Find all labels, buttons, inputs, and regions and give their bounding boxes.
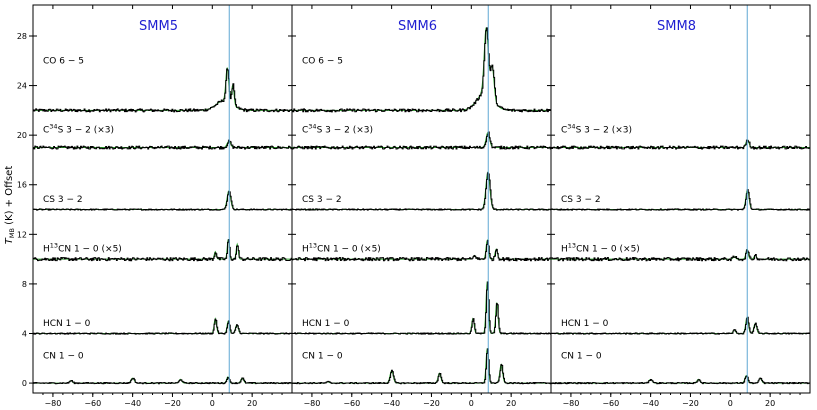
y-axis-label: TMB (K) + Offset xyxy=(4,166,16,245)
panel-title-1: SMM6 xyxy=(398,19,437,34)
x-tick-label-1-1: −60 xyxy=(343,399,360,408)
x-tick-label-2-0: −80 xyxy=(562,399,579,408)
label-co-1: CO 6 − 5 xyxy=(302,56,343,66)
label-pre: C xyxy=(302,126,308,136)
label-c34s-0: C34S 3 − 2 (×3) xyxy=(43,123,114,136)
label-c34s-2: C34S 3 − 2 (×3) xyxy=(561,123,632,136)
label-hcn-0: HCN 1 − 0 xyxy=(43,319,91,329)
label-sup: 13 xyxy=(309,242,317,250)
label-c34s-1: C34S 3 − 2 (×3) xyxy=(302,123,373,136)
spectrum-c34s-1 xyxy=(292,131,552,150)
y-tick-label-5: 20 xyxy=(17,131,27,140)
label-main: S 3 − 2 (×3) xyxy=(317,126,373,136)
label-co-0: CO 6 − 5 xyxy=(43,56,84,66)
x-tick-label-1-4: 0 xyxy=(469,399,474,408)
spectrum-cs-1 xyxy=(292,172,552,211)
spectrum-cn-2 xyxy=(551,375,811,385)
spectrum-cn-1 xyxy=(292,348,552,385)
x-tick-label-0-2: −40 xyxy=(124,399,141,408)
label-cs-0: CS 3 − 2 xyxy=(43,195,83,205)
x-tick-label-0-1: −60 xyxy=(84,399,101,408)
x-tick-label-0-0: −80 xyxy=(44,399,61,408)
y-tick-label-4: 16 xyxy=(17,181,27,190)
label-cs-1: CS 3 − 2 xyxy=(302,195,342,205)
label-h13cn-0: H13CN 1 − 0 (×5) xyxy=(43,242,122,255)
panel-title-2: SMM8 xyxy=(657,19,696,34)
y-tick-label-0: 0 xyxy=(22,379,27,388)
label-pre: H xyxy=(302,245,309,255)
x-tick-label-1-2: −40 xyxy=(383,399,400,408)
panel-title-0: SMM5 xyxy=(139,19,178,34)
label-cs-2: CS 3 − 2 xyxy=(561,195,601,205)
label-pre: C xyxy=(561,126,567,136)
label-sup: 34 xyxy=(49,123,57,131)
label-main: CN 1 − 0 (×5) xyxy=(317,245,381,255)
label-main: CN 1 − 0 (×5) xyxy=(576,245,640,255)
spectrum-cn-0 xyxy=(33,377,293,385)
y-axis-label-rest: (K) + Offset xyxy=(4,166,15,228)
y-tick-label-6: 24 xyxy=(17,82,27,91)
label-main: S 3 − 2 (×3) xyxy=(576,126,632,136)
label-pre: H xyxy=(561,245,568,255)
spectrum-hcn-1 xyxy=(292,281,552,335)
y-tick-label-3: 12 xyxy=(17,230,27,239)
label-hcn-1: HCN 1 − 0 xyxy=(302,319,350,329)
label-pre: H xyxy=(43,245,50,255)
label-pre: C xyxy=(43,126,49,136)
label-main: S 3 − 2 (×3) xyxy=(58,126,114,136)
spectrum-cs-2 xyxy=(551,189,811,211)
x-tick-label-2-2: −40 xyxy=(642,399,659,408)
x-tick-label-2-3: −20 xyxy=(682,399,699,408)
x-tick-label-0-3: −20 xyxy=(164,399,181,408)
spectrum-cs-0 xyxy=(33,191,293,211)
label-sup: 13 xyxy=(568,242,576,250)
label-sup: 34 xyxy=(567,123,575,131)
spectrum-h13cn-0 xyxy=(33,239,293,262)
label-hcn-2: HCN 1 − 0 xyxy=(561,319,609,329)
x-tick-label-2-4: 0 xyxy=(728,399,733,408)
label-cn-2: CN 1 − 0 xyxy=(561,351,602,361)
spectrum-hcn-0 xyxy=(33,318,293,335)
x-tick-label-0-5: 20 xyxy=(247,399,257,408)
spectrum-co-1 xyxy=(292,27,552,113)
label-h13cn-2: H13CN 1 − 0 (×5) xyxy=(561,242,640,255)
spectrum-hcn-2 xyxy=(551,316,811,335)
x-tick-label-2-5: 20 xyxy=(765,399,775,408)
x-tick-label-1-3: −20 xyxy=(423,399,440,408)
y-tick-label-7: 28 xyxy=(17,32,27,41)
label-sup: 13 xyxy=(50,242,58,250)
spectrum-c34s-2 xyxy=(551,139,811,150)
label-sup: 34 xyxy=(308,123,316,131)
x-tick-label-0-4: 0 xyxy=(210,399,215,408)
label-main: CN 1 − 0 (×5) xyxy=(58,245,122,255)
y-tick-label-1: 4 xyxy=(22,329,27,338)
spectrum-co-0 xyxy=(33,68,293,113)
spectrum-c34s-0 xyxy=(33,139,293,150)
y-axis-label-main: T xyxy=(4,237,15,244)
x-tick-label-1-5: 20 xyxy=(506,399,516,408)
y-tick-label-2: 8 xyxy=(22,280,27,289)
spectrum-h13cn-2 xyxy=(551,249,811,262)
label-h13cn-1: H13CN 1 − 0 (×5) xyxy=(302,242,381,255)
label-cn-0: CN 1 − 0 xyxy=(43,351,84,361)
label-cn-1: CN 1 − 0 xyxy=(302,351,343,361)
x-tick-label-2-1: −60 xyxy=(602,399,619,408)
x-tick-label-1-0: −80 xyxy=(303,399,320,408)
spectrum-h13cn-1 xyxy=(292,240,552,262)
y-axis-label-sub: MB xyxy=(8,228,16,238)
